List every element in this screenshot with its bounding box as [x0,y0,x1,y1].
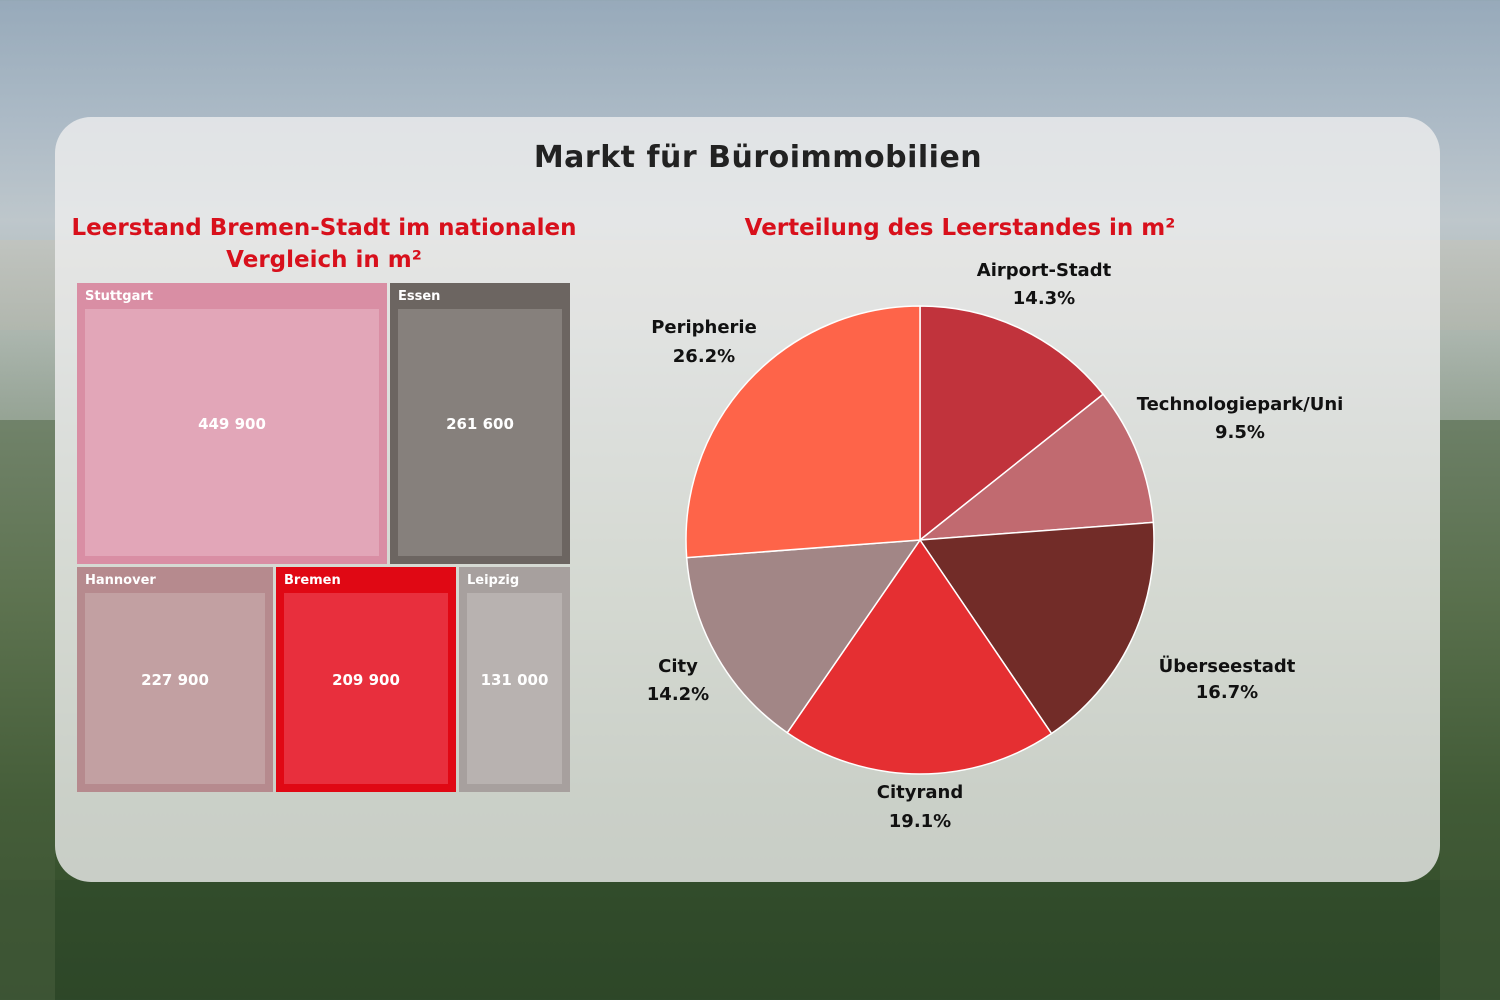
page-title: Markt für Büroimmobilien [533,140,983,175]
treemap-title: Leerstand Bremen-Stadt im nationalen Ver… [70,212,578,276]
treemap-cell-bremen: Bremen 209 900 [276,567,456,792]
pie-slice [685,539,922,734]
treemap-title-line-1: Leerstand Bremen-Stadt im nationalen [71,215,577,241]
treemap-cell-value: 209 900 [332,670,400,689]
treemap-cell-leipzig: Leipzig 131 000 [459,567,570,792]
treemap-cell-inner [85,593,265,784]
pie-slice [685,305,921,559]
pie-slice-name-label: Airport-Stadt [977,260,1112,281]
treemap-title-line-2: Vergleich in m² [226,247,422,273]
pie-slice-name-label: Cityrand [877,782,963,803]
pie-slice [786,538,1053,775]
pie-slice-value-label: 14.3% [1013,288,1075,309]
treemap-cell-stuttgart: Stuttgart 449 900 [77,283,387,564]
pie-slice-value-label: 9.5% [1215,422,1265,443]
pie-slice [917,393,1155,541]
pie-slice-name-label: Technologiepark/Uni [1137,394,1344,415]
pie-slice [918,521,1155,735]
treemap-cell-value: 449 900 [198,414,266,433]
pie-chart: Airport-Stadt 14.3% Technologiepark/Uni 9.5… [647,260,1344,832]
pie-slice-value-label: 16.7% [1196,682,1258,703]
treemap-cell-name: Essen [398,289,441,304]
pie-slice [919,305,1105,542]
treemap-cell-value: 131 000 [480,670,549,689]
treemap-cell-inner [85,309,379,556]
pie-slice-value-label: 14.2% [647,684,709,705]
treemap-cell-inner [467,593,562,784]
pie-slice-name-label: City [658,656,698,677]
treemap-cell-inner [284,593,448,784]
treemap-cell-name: Stuttgart [85,289,153,304]
pie-chart-title: Verteilung des Leerstandes in m² [744,215,1176,241]
treemap-cell-value: 227 900 [141,670,209,689]
treemap-cell-name: Bremen [284,573,341,588]
treemap-cell-inner [398,309,562,556]
treemap-cell-name: Hannover [85,573,156,588]
pie-slice-name-label: Peripherie [651,317,757,338]
treemap-cell-hannover: Hannover 227 900 [77,567,273,792]
treemap-cell-name: Leipzig [467,573,520,588]
treemap-cell-value: 261 600 [446,414,514,433]
treemap-cell-essen: Essen 261 600 [390,283,570,564]
pie-slice-value-label: 19.1% [889,811,951,832]
pie-slice-value-label: 26.2% [673,346,735,367]
pie-slice-name-label: Überseestadt [1159,655,1296,677]
